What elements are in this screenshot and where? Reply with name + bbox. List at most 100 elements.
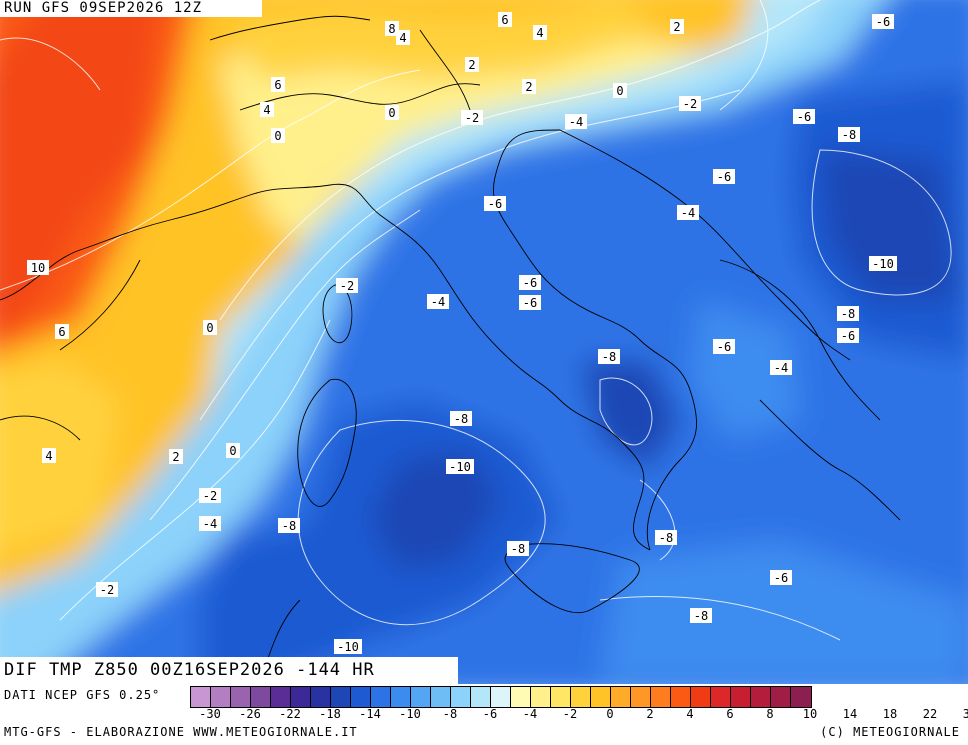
- contour-label: 6: [58, 325, 65, 339]
- data-source-label: DATI NCEP GFS 0.25°: [4, 688, 161, 702]
- contour-label: -6: [523, 276, 537, 290]
- color-scale-tick: -2: [562, 707, 578, 721]
- contour-label: -6: [797, 110, 811, 124]
- map-canvas: 6 4 8 4 2 -6 6 2 4 0 2 0 -2 -2 0 -2 -4 -…: [0, 0, 968, 684]
- contour-label: 0: [616, 84, 623, 98]
- color-swatch: [351, 687, 371, 707]
- color-swatch: [511, 687, 531, 707]
- color-swatch: [571, 687, 591, 707]
- color-swatch: [251, 687, 271, 707]
- color-scale-tick: -22: [279, 707, 301, 721]
- contour-label: -8: [841, 307, 855, 321]
- color-scale-tick: -18: [319, 707, 341, 721]
- contour-label: 0: [274, 129, 281, 143]
- contour-label: -6: [841, 329, 855, 343]
- color-swatch: [771, 687, 791, 707]
- color-swatch: [791, 687, 811, 707]
- temperature-anomaly-map: 6 4 8 4 2 -6 6 2 4 0 2 0 -2 -2 0 -2 -4 -…: [0, 0, 968, 684]
- contour-label: 4: [263, 103, 270, 117]
- contour-label: -10: [872, 257, 894, 271]
- contour-label: 6: [501, 13, 508, 27]
- color-scale-tick: 18: [882, 707, 898, 721]
- contour-label: -6: [717, 170, 731, 184]
- contour-label: -8: [842, 128, 856, 142]
- contour-label: -6: [717, 340, 731, 354]
- variable-title: DIF TMP Z850 00Z16SEP2026 -144 HR: [0, 657, 458, 684]
- contour-label: 10: [31, 261, 45, 275]
- color-swatch: [291, 687, 311, 707]
- contour-label: -8: [511, 542, 525, 556]
- color-scale-tick: -6: [482, 707, 498, 721]
- contour-label: -10: [449, 460, 471, 474]
- contour-label: 0: [229, 444, 236, 458]
- color-scale-tick: 22: [922, 707, 938, 721]
- contour-label: -2: [340, 279, 354, 293]
- contour-label: -6: [876, 15, 890, 29]
- color-swatch: [331, 687, 351, 707]
- contour-label: 2: [172, 450, 179, 464]
- color-scale-tick: 2: [646, 707, 654, 721]
- contour-label: 4: [45, 449, 52, 463]
- color-scale-tick: -8: [442, 707, 458, 721]
- color-scale-tick: -26: [239, 707, 261, 721]
- color-scale-tick: 10: [802, 707, 818, 721]
- contour-label: -2: [465, 111, 479, 125]
- color-swatch: [651, 687, 671, 707]
- contour-label: 6: [274, 78, 281, 92]
- contour-label: -4: [569, 115, 583, 129]
- credit-right: (C) METEOGIORNALE: [820, 725, 960, 739]
- contour-label: -8: [282, 519, 296, 533]
- color-swatch: [271, 687, 291, 707]
- contour-label: -4: [681, 206, 695, 220]
- color-scale-ticks: -30 -26 -22 -18 -14 -10 -8 -6 -4 -2 0 2 4 6 8 10 14 18 22 3…: [190, 707, 968, 723]
- color-scale-tick: -10: [399, 707, 421, 721]
- contour-label: 2: [525, 80, 532, 94]
- contour-label: -8: [659, 531, 673, 545]
- color-swatch: [531, 687, 551, 707]
- color-swatch: [471, 687, 491, 707]
- color-scale-tick: 8: [766, 707, 774, 721]
- color-swatch: [611, 687, 631, 707]
- contour-label: -6: [488, 197, 502, 211]
- color-scale-tick: 14: [842, 707, 858, 721]
- contour-label: -8: [602, 350, 616, 364]
- color-swatch: [491, 687, 511, 707]
- color-scale-tick: 30: [962, 707, 968, 721]
- color-swatch: [731, 687, 751, 707]
- color-swatch: [211, 687, 231, 707]
- contour-label: -2: [683, 97, 697, 111]
- color-swatch: [711, 687, 731, 707]
- contour-label: -10: [337, 640, 359, 654]
- color-swatch: [591, 687, 611, 707]
- contour-label: -4: [431, 295, 445, 309]
- contour-label: -6: [774, 571, 788, 585]
- color-scale-tick: 0: [606, 707, 614, 721]
- color-scale-tick: 4: [686, 707, 694, 721]
- color-swatch: [751, 687, 771, 707]
- contour-labels: 6 4 8 4 2 -6 6 2 4 0 2 0 -2 -2 0 -2 -4 -…: [27, 12, 897, 654]
- credit-left: MTG-GFS - ELABORAZIONE WWW.METEOGIORNALE…: [4, 725, 358, 739]
- color-scale-tick: 6: [726, 707, 734, 721]
- color-swatch: [671, 687, 691, 707]
- contour-label: 2: [673, 20, 680, 34]
- color-swatch: [431, 687, 451, 707]
- contour-label: -6: [523, 296, 537, 310]
- contour-label: 4: [399, 31, 406, 45]
- contour-label: 2: [468, 58, 475, 72]
- color-scale-bar: [190, 686, 812, 708]
- color-swatch: [391, 687, 411, 707]
- contour-lines: [0, 0, 951, 640]
- contour-label: -2: [100, 583, 114, 597]
- color-swatch: [691, 687, 711, 707]
- color-field: [0, 0, 968, 684]
- color-swatch: [371, 687, 391, 707]
- contour-label: 0: [388, 106, 395, 120]
- contour-label: 8: [388, 22, 395, 36]
- contour-label: -4: [774, 361, 788, 375]
- run-title: RUN GFS 09SEP2026 12Z: [0, 0, 262, 17]
- contour-label: -8: [454, 412, 468, 426]
- contour-label: -4: [203, 517, 217, 531]
- color-swatch: [191, 687, 211, 707]
- color-scale-tick: -4: [522, 707, 538, 721]
